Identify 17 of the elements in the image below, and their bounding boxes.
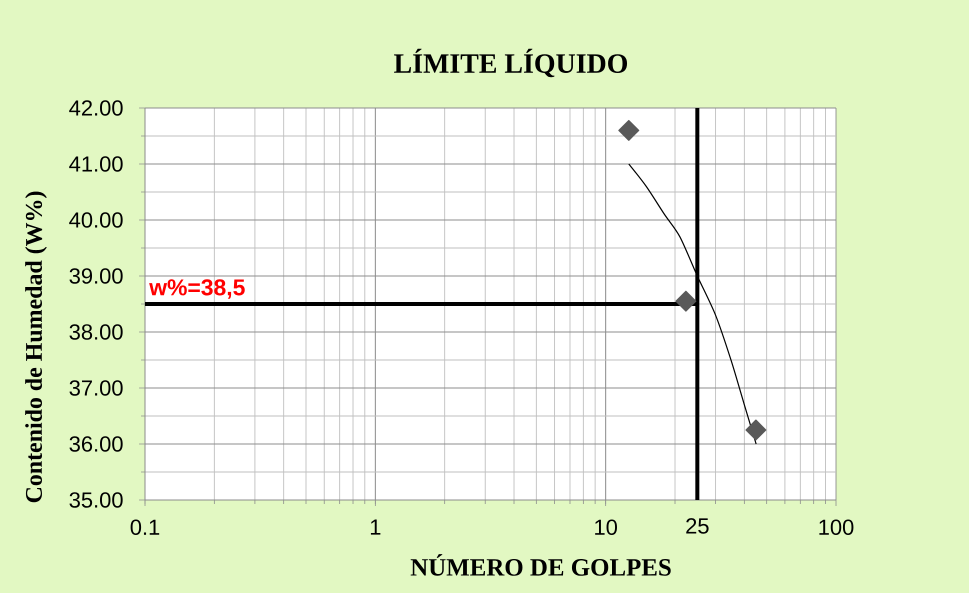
ref-line-label: 25 xyxy=(686,518,709,534)
chart-title: LÍMITE LÍQUIDO xyxy=(394,48,628,78)
y-axis-title: Contenido de Humedad (W%) xyxy=(25,192,47,502)
x-tick-label: 0.1 xyxy=(130,519,160,536)
y-tick-label: 42.00 xyxy=(69,100,123,116)
y-tick-label: 38.00 xyxy=(70,324,123,340)
x-tick-label: 1 xyxy=(370,520,380,535)
y-tick-label: 39.00 xyxy=(70,268,123,284)
y-tick-label: 37.00 xyxy=(70,380,123,396)
ref-line-label: w%=38,5 xyxy=(149,279,245,299)
y-tick-label: 35.00 xyxy=(70,492,123,508)
x-tick-label: 10 xyxy=(595,519,617,536)
x-tick-label: 100 xyxy=(819,519,854,536)
x-axis-title: NÚMERO DE GOLPES xyxy=(410,554,671,576)
y-tick-label: 36.00 xyxy=(70,436,123,452)
y-tick-label: 41.00 xyxy=(69,156,123,172)
y-tick-label: 40.00 xyxy=(69,212,123,228)
